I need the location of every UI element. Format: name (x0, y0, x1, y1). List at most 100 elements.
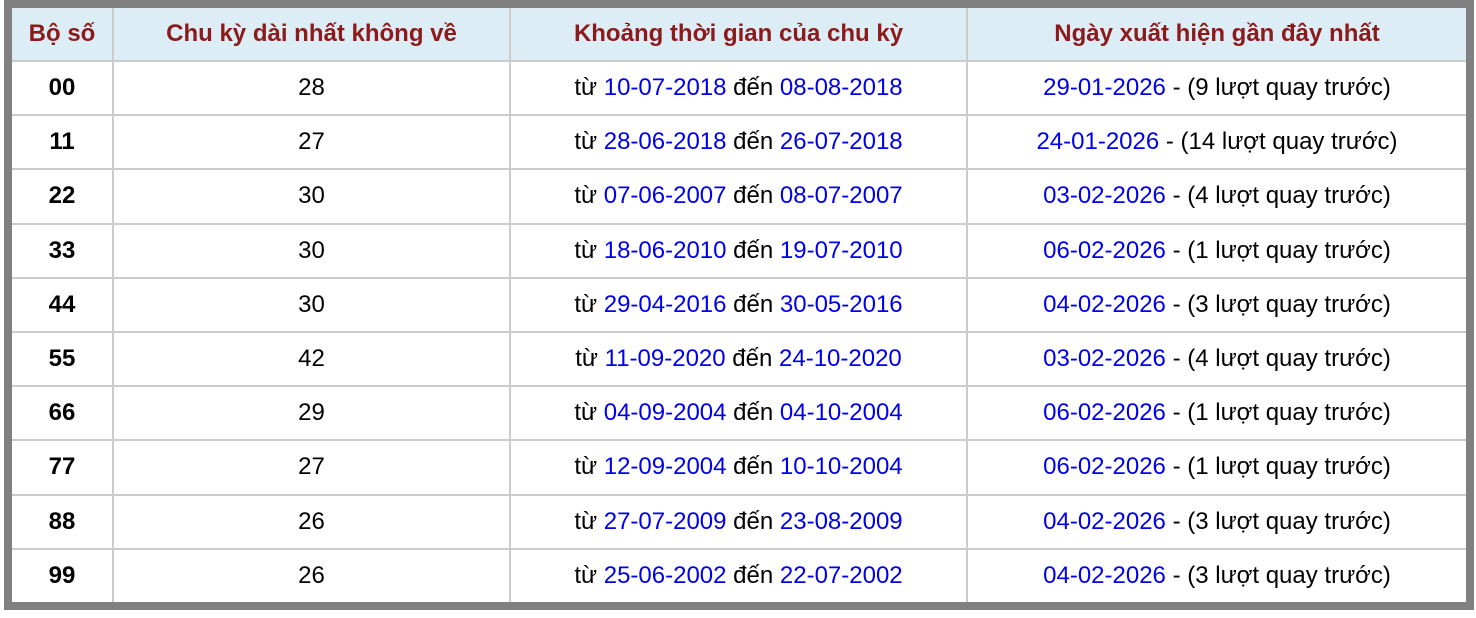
cycle-cell: 27 (112, 439, 511, 496)
header-row: Bộ số Chu kỳ dài nhất không về Khoảng th… (12, 8, 1466, 62)
from-date-link[interactable]: 29-04-2016 (603, 290, 727, 318)
table-row: 66 29 từ 04-09-2004 đến 04-10-2004 06-02-20… (12, 385, 1466, 442)
draws-ago-note: - (4 lượt quay trước) (1172, 345, 1391, 373)
last-appearance-cell: 24-01-2026 - (14 lượt quay trước) (966, 114, 1466, 171)
draws-ago-note: - (3 lượt quay trước) (1172, 561, 1391, 589)
draws-ago-note: - (4 lượt quay trước) (1172, 182, 1391, 210)
last-date-link[interactable]: 29-01-2026 (1043, 74, 1166, 102)
from-date-link[interactable]: 07-06-2007 (603, 182, 727, 210)
from-label: từ (574, 182, 598, 210)
from-date-link[interactable]: 10-07-2018 (603, 74, 727, 102)
to-date-link[interactable]: 22-07-2002 (779, 561, 903, 589)
table-row: 33 30 từ 18-06-2010 đến 19-07-2010 06-02-20… (12, 222, 1466, 279)
last-date-link[interactable]: 06-02-2026 (1043, 453, 1166, 481)
from-label: từ (574, 128, 598, 156)
number-cell: 55 (12, 330, 114, 388)
to-label: đến (732, 345, 773, 373)
period-cell: từ 11-09-2020 đến 24-10-2020 (509, 330, 968, 388)
cycle-cell: 30 (112, 276, 511, 333)
number-cell: 77 (12, 439, 114, 496)
draws-ago-note: - (3 lượt quay trước) (1172, 290, 1391, 318)
last-date-link[interactable]: 04-02-2026 (1043, 561, 1166, 589)
period-cell: từ 10-07-2018 đến 08-08-2018 (509, 59, 968, 117)
from-label: từ (574, 74, 598, 102)
to-date-link[interactable]: 30-05-2016 (779, 290, 903, 318)
cycle-cell: 28 (112, 59, 511, 117)
cycle-cell: 26 (112, 493, 511, 550)
period-cell: từ 04-09-2004 đến 04-10-2004 (509, 385, 968, 442)
table-row: 99 26 từ 25-06-2002 đến 22-07-2002 04-02-20… (12, 547, 1466, 602)
last-appearance-cell: 03-02-2026 - (4 lượt quay trước) (966, 168, 1466, 225)
number-cell: 22 (12, 168, 114, 225)
to-date-link[interactable]: 04-10-2004 (779, 399, 903, 427)
to-date-link[interactable]: 23-08-2009 (779, 507, 903, 535)
to-date-link[interactable]: 19-07-2010 (779, 236, 903, 264)
table-frame: Bộ số Chu kỳ dài nhất không về Khoảng th… (4, 0, 1474, 610)
from-date-link[interactable]: 25-06-2002 (603, 561, 727, 589)
last-date-link[interactable]: 24-01-2026 (1036, 128, 1160, 156)
table-row: 55 42 từ 11-09-2020 đến 24-10-2020 03-02-20… (12, 330, 1466, 388)
to-label: đến (733, 236, 774, 264)
last-date-link[interactable]: 03-02-2026 (1043, 182, 1166, 210)
table-row: 77 27 từ 12-09-2004 đến 10-10-2004 06-02-20… (12, 439, 1466, 496)
cycle-cell: 30 (112, 222, 511, 279)
number-cell: 11 (12, 114, 114, 171)
draws-ago-note: - (9 lượt quay trước) (1172, 74, 1391, 102)
from-label: từ (574, 453, 598, 481)
cycle-cell: 29 (112, 385, 511, 442)
number-cell: 66 (12, 385, 114, 442)
table-row: 11 27 từ 28-06-2018 đến 26-07-2018 24-01-20… (12, 114, 1466, 171)
to-label: đến (733, 453, 774, 481)
from-label: từ (574, 236, 598, 264)
to-date-link[interactable]: 24-10-2020 (779, 345, 902, 373)
cycle-cell: 26 (112, 547, 511, 602)
from-label: từ (574, 561, 598, 589)
last-appearance-cell: 06-02-2026 - (1 lượt quay trước) (966, 222, 1466, 279)
from-date-link[interactable]: 27-07-2009 (603, 507, 727, 535)
period-cell: từ 07-06-2007 đến 08-07-2007 (509, 168, 968, 225)
last-date-link[interactable]: 06-02-2026 (1043, 399, 1166, 427)
last-appearance-cell: 06-02-2026 - (1 lượt quay trước) (966, 385, 1466, 442)
from-date-link[interactable]: 28-06-2018 (603, 128, 727, 156)
draws-ago-note: - (1 lượt quay trước) (1172, 399, 1391, 427)
header-longest-cycle: Chu kỳ dài nhất không về (112, 8, 511, 62)
draws-ago-note: - (1 lượt quay trước) (1172, 236, 1391, 264)
to-date-link[interactable]: 10-10-2004 (779, 453, 903, 481)
header-last-appearance: Ngày xuất hiện gần đây nhất (966, 8, 1466, 62)
to-label: đến (733, 74, 774, 102)
period-cell: từ 12-09-2004 đến 10-10-2004 (509, 439, 968, 496)
number-cell: 33 (12, 222, 114, 279)
from-date-link[interactable]: 04-09-2004 (603, 399, 727, 427)
cycle-cell: 30 (112, 168, 511, 225)
from-date-link[interactable]: 18-06-2010 (603, 236, 727, 264)
header-cycle-period: Khoảng thời gian của chu kỳ (509, 8, 968, 62)
last-date-link[interactable]: 03-02-2026 (1043, 345, 1166, 373)
from-label: từ (574, 507, 598, 535)
to-date-link[interactable]: 08-07-2007 (779, 182, 903, 210)
last-date-link[interactable]: 04-02-2026 (1043, 290, 1166, 318)
last-appearance-cell: 04-02-2026 - (3 lượt quay trước) (966, 547, 1466, 602)
last-appearance-cell: 04-02-2026 - (3 lượt quay trước) (966, 276, 1466, 333)
last-appearance-cell: 29-01-2026 - (9 lượt quay trước) (966, 59, 1466, 117)
header-number: Bộ số (12, 8, 114, 62)
last-date-link[interactable]: 06-02-2026 (1043, 236, 1166, 264)
period-cell: từ 28-06-2018 đến 26-07-2018 (509, 114, 968, 171)
number-cell: 44 (12, 276, 114, 333)
from-date-link[interactable]: 11-09-2020 (604, 345, 726, 373)
to-date-link[interactable]: 08-08-2018 (779, 74, 903, 102)
from-date-link[interactable]: 12-09-2004 (603, 453, 727, 481)
from-label: từ (574, 399, 598, 427)
last-date-link[interactable]: 04-02-2026 (1043, 507, 1166, 535)
to-label: đến (733, 128, 774, 156)
to-label: đến (733, 399, 774, 427)
draws-ago-note: - (3 lượt quay trước) (1172, 507, 1391, 535)
to-date-link[interactable]: 26-07-2018 (779, 128, 903, 156)
last-appearance-cell: 06-02-2026 - (1 lượt quay trước) (966, 439, 1466, 496)
table-row: 88 26 từ 27-07-2009 đến 23-08-2009 04-02-20… (12, 493, 1466, 550)
table-row: 22 30 từ 07-06-2007 đến 08-07-2007 03-02-20… (12, 168, 1466, 225)
to-label: đến (733, 507, 774, 535)
to-label: đến (733, 290, 774, 318)
cycle-cell: 42 (112, 330, 511, 388)
number-cell: 88 (12, 493, 114, 550)
last-appearance-cell: 03-02-2026 - (4 lượt quay trước) (966, 330, 1466, 388)
